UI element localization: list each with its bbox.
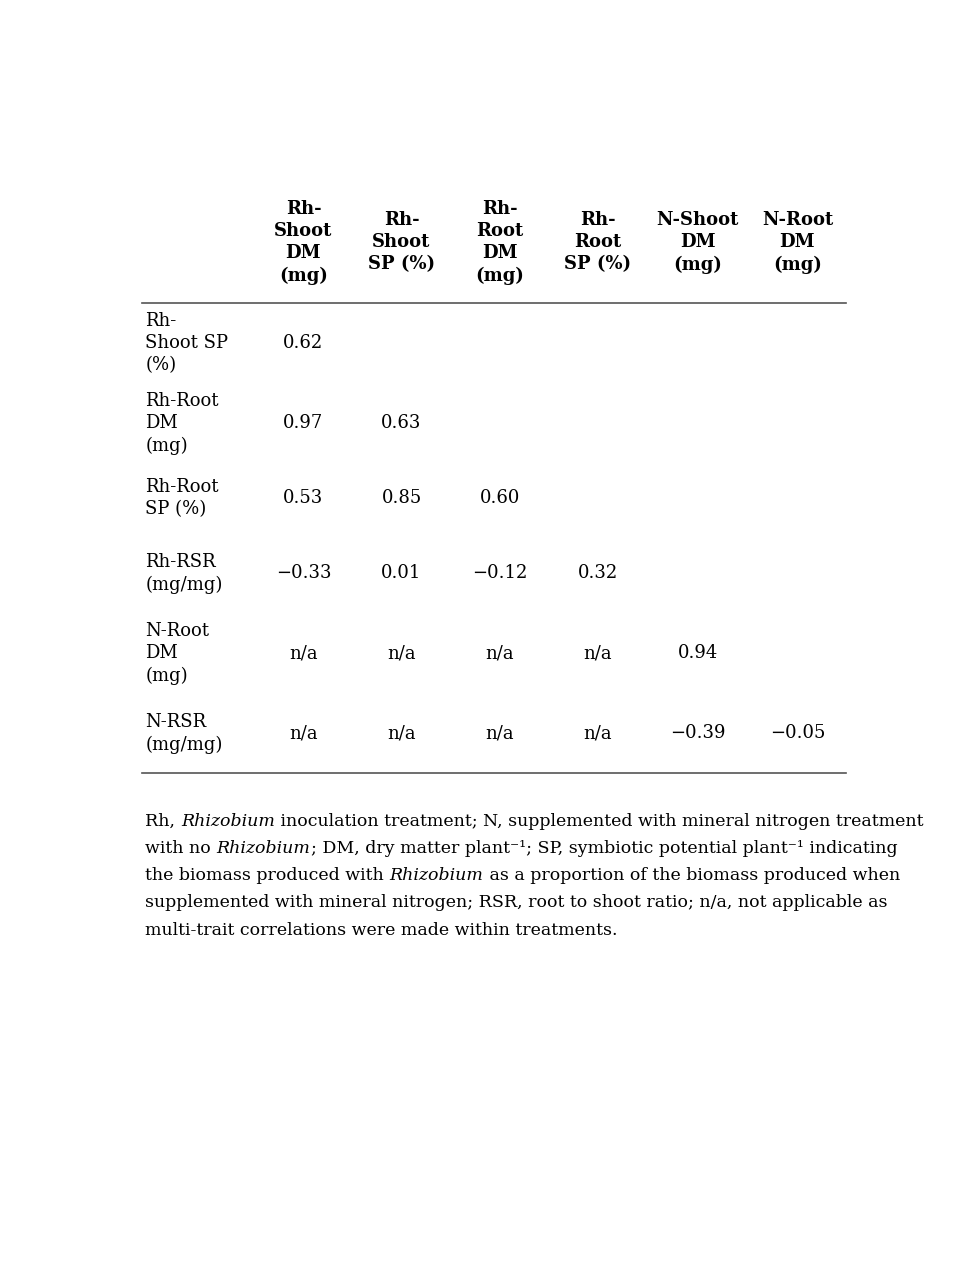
Text: Rh-Root
SP (%): Rh-Root SP (%) [145,478,219,518]
Text: multi-trait correlations were made within treatments.: multi-trait correlations were made withi… [145,922,618,939]
Text: with no: with no [145,840,216,856]
Text: Rh-Root
DM
(mg): Rh-Root DM (mg) [145,392,219,455]
Text: n/a: n/a [485,645,514,663]
Text: n/a: n/a [289,645,318,663]
Text: inoculation treatment; N, supplemented with mineral nitrogen treatment: inoculation treatment; N, supplemented w… [275,812,924,830]
Text: as a proportion of the biomass produced when: as a proportion of the biomass produced … [483,867,900,884]
Text: N-Shoot
DM
(mg): N-Shoot DM (mg) [657,210,739,274]
Text: −0.39: −0.39 [670,725,725,742]
Text: supplemented with mineral nitrogen; RSR, root to shoot ratio; n/a, not applicabl: supplemented with mineral nitrogen; RSR,… [145,895,888,911]
Text: N-Root
DM
(mg): N-Root DM (mg) [762,210,833,274]
Text: n/a: n/a [289,725,318,742]
Text: Rh-RSR
(mg/mg): Rh-RSR (mg/mg) [145,554,223,594]
Text: Rh-
Root
DM
(mg): Rh- Root DM (mg) [476,200,524,285]
Text: −0.05: −0.05 [769,725,825,742]
Text: 0.32: 0.32 [578,565,618,583]
Text: Rhizobium: Rhizobium [389,867,483,884]
Text: n/a: n/a [584,725,612,742]
Text: 0.63: 0.63 [382,414,422,432]
Text: N-Root
DM
(mg): N-Root DM (mg) [145,622,210,685]
Text: 0.01: 0.01 [382,565,422,583]
Text: 0.62: 0.62 [283,334,323,352]
Text: Rh-
Shoot
SP (%): Rh- Shoot SP (%) [368,212,435,274]
Text: −0.12: −0.12 [472,565,527,583]
Text: Rh-
Shoot
DM
(mg): Rh- Shoot DM (mg) [275,200,333,285]
Text: n/a: n/a [388,725,416,742]
Text: 0.85: 0.85 [382,489,422,507]
Text: 0.94: 0.94 [678,645,718,663]
Text: ; DM, dry matter plant⁻¹; SP, symbiotic potential plant⁻¹ indicating: ; DM, dry matter plant⁻¹; SP, symbiotic … [310,840,897,856]
Text: 0.97: 0.97 [283,414,323,432]
Text: Rh-
Shoot SP
(%): Rh- Shoot SP (%) [145,312,229,375]
Text: n/a: n/a [584,645,612,663]
Text: 0.53: 0.53 [283,489,323,507]
Text: N-RSR
(mg/mg): N-RSR (mg/mg) [145,713,223,754]
Text: Rhizobium: Rhizobium [181,812,275,830]
Text: Rh,: Rh, [145,812,181,830]
Text: 0.60: 0.60 [479,489,520,507]
Text: n/a: n/a [388,645,416,663]
Text: the biomass produced with: the biomass produced with [145,867,389,884]
Text: Rh-
Root
SP (%): Rh- Root SP (%) [564,212,632,274]
Text: n/a: n/a [485,725,514,742]
Text: −0.33: −0.33 [276,565,331,583]
Text: Rhizobium: Rhizobium [216,840,310,856]
